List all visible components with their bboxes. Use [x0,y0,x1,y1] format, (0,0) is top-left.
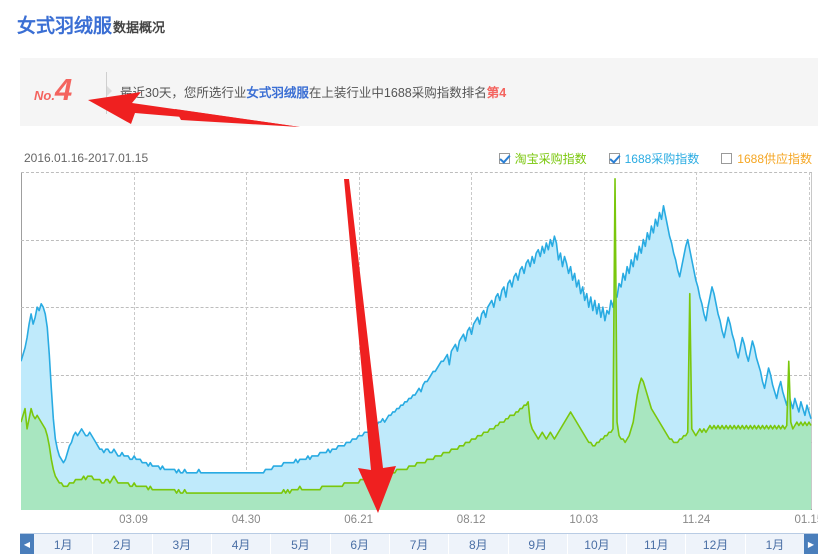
month-tab[interactable]: 3月 [152,534,212,554]
legend-label-1688-supply: 1688供应指数 [737,152,812,166]
rank-description: 最近30天，您所选行业女式羽绒服在上装行业中1688采购指数排名第4 [120,86,506,100]
month-tab[interactable]: 1月 [34,534,94,554]
x-axis-tick-label: 08.12 [456,514,486,526]
horizontal-gridline [21,239,812,241]
vertical-gridline [808,172,810,510]
page-title: 女式羽绒服数据概况 [17,17,165,36]
x-axis-tick-label: 01.15 [794,514,818,526]
legend-label-taobao: 淘宝采购指数 [514,152,587,166]
series-line-淘宝采购指数 [21,177,812,494]
x-axis-tick-label: 11.24 [682,514,711,526]
rank-badge-number: 4 [54,72,72,107]
chart-plot-area: 03.09 04.30 06.21 08.12 10.03 11.24 01.15 [21,172,818,526]
horizontal-gridline [21,307,812,309]
month-tab[interactable]: 7月 [389,534,450,554]
month-tab[interactable]: 4月 [211,534,272,554]
month-tab[interactable]: 9月 [508,534,568,554]
series-line-1688采购指数 [21,205,812,474]
month-tab[interactable]: 6月 [330,534,390,554]
month-tabs: 1月 2月 3月 4月 5月 6月 7月 8月 9月 10月 11月 12月 1月 [34,534,805,554]
rank-text-highlight: 第4 [486,86,507,100]
rank-text-keyword[interactable]: 女式羽绒服 [246,86,309,100]
month-tab[interactable]: 12月 [686,534,746,554]
legend-checkbox-1688-supply[interactable] [721,153,733,164]
legend-item-1688-purchase[interactable]: 1688采购指数 [608,150,700,167]
chart-series-svg [21,177,812,510]
page-title-keyword: 女式羽绒服 [17,16,113,37]
rank-text-part2: 在上装行业中1688采购指数排名 [308,86,487,100]
legend-label-1688-purchase: 1688采购指数 [624,152,700,166]
horizontal-gridline [21,374,812,376]
month-tab[interactable]: 2月 [93,534,153,554]
plot-right-border [811,172,812,510]
legend-checkbox-1688-purchase[interactable] [608,153,620,164]
month-tab[interactable]: 11月 [627,534,687,554]
legend-checkbox-taobao[interactable] [498,153,510,164]
vertical-gridline [133,172,135,510]
rank-badge: No.4 [34,72,106,112]
rank-text-part1: 最近30天，您所选行业 [120,86,247,100]
legend-item-1688-supply[interactable]: 1688供应指数 [721,150,812,167]
chart-legend: 淘宝采购指数 1688采购指数 1688供应指数 [498,150,812,167]
rank-info-bar: No.4 最近30天，您所选行业女式羽绒服在上装行业中1688采购指数排名第4 [20,58,818,126]
month-tab-bar: ◀ 1月 2月 3月 4月 5月 6月 7月 8月 9月 10月 11月 12月 1月 ▶ [20,533,818,554]
y-axis-line [21,172,22,510]
x-axis-tick-label: 03.09 [119,514,148,526]
month-tab[interactable]: 5月 [271,534,331,554]
month-tab[interactable]: 10月 [567,534,628,554]
chart-panel: 2016.01.16-2017.01.15 淘宝采购指数 1688采购指数 16… [0,140,818,530]
vertical-gridline [246,172,248,510]
rank-badge-prefix: No. [34,88,55,103]
x-axis-tick-label: 06.21 [344,514,374,526]
page-title-subtitle: 数据概况 [113,20,166,35]
date-range-label: 2016.01.16-2017.01.15 [24,151,149,165]
x-axis-tick-label: 04.30 [231,514,261,526]
month-tab[interactable]: 1月 [745,534,805,554]
month-prev-arrow-icon[interactable]: ◀ [20,534,34,554]
legend-item-taobao[interactable]: 淘宝采购指数 [498,150,587,167]
x-axis-tick-label: 10.03 [569,514,599,526]
caret-right-icon [107,86,112,96]
horizontal-gridline [21,172,812,173]
month-next-arrow-icon[interactable]: ▶ [804,534,818,554]
month-tab[interactable]: 8月 [449,534,509,554]
